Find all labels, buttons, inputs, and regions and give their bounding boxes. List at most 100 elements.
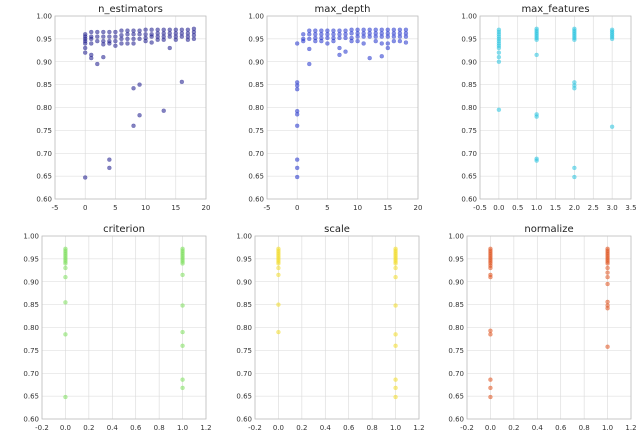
y-tick-label: 1.00 <box>461 13 477 21</box>
y-tick-label: 0.65 <box>236 393 252 401</box>
x-tick-label: 1.0 <box>177 424 188 432</box>
scatter-point <box>63 274 68 280</box>
scatter-point <box>101 42 106 47</box>
scatter-point <box>294 112 300 117</box>
y-tick-label: 0.80 <box>448 324 464 332</box>
scatter-point <box>113 29 118 35</box>
scatter-point <box>131 36 136 42</box>
scatter-point <box>113 38 118 44</box>
scatter-point <box>113 34 118 39</box>
scatter-point <box>367 27 372 32</box>
y-tick-label: 0.85 <box>236 301 252 309</box>
scatter-point <box>95 61 100 67</box>
scatter-point <box>101 34 106 39</box>
scatter-point <box>161 108 166 113</box>
scatter-point <box>95 34 100 39</box>
scatter-point <box>496 45 502 51</box>
scatter-point <box>125 32 130 37</box>
scatter-point <box>143 38 148 44</box>
subplot-title: normalize <box>524 224 573 235</box>
subplot-title: n_estimators <box>98 4 163 15</box>
x-tick-label: 1.2 <box>625 424 636 432</box>
scatter-point <box>63 332 68 337</box>
scatter-point <box>488 332 493 337</box>
scatter-point <box>143 27 148 32</box>
scatter-point <box>393 385 398 391</box>
y-tick-label: 0.60 <box>36 196 52 204</box>
scatter-point <box>572 174 577 180</box>
scatter-point <box>167 45 173 51</box>
scatter-point <box>373 27 378 32</box>
x-tick-label: 1.0 <box>602 424 613 432</box>
y-tick-label: 0.65 <box>248 173 264 181</box>
y-tick-label: 0.70 <box>248 150 264 158</box>
y-tick-label: 0.85 <box>23 301 39 309</box>
scatter-point <box>180 272 185 278</box>
y-tick-label: 1.00 <box>23 233 39 241</box>
y-tick-label: 1.00 <box>236 233 252 241</box>
x-tick-label: -5 <box>52 204 59 212</box>
scatter-point <box>337 45 342 51</box>
y-tick-label: 0.80 <box>461 104 477 112</box>
scatter-point <box>88 55 94 61</box>
x-tick-label: 1.2 <box>413 424 424 432</box>
scatter-point <box>294 41 300 46</box>
scatter-point <box>488 265 493 271</box>
y-tick-label: 0.75 <box>23 347 39 355</box>
scatter-point <box>355 27 360 32</box>
y-tick-label: 0.95 <box>36 35 52 43</box>
x-tick-label: -0.2 <box>248 424 262 432</box>
x-tick-label: 3.0 <box>607 204 618 212</box>
scatter-point <box>609 124 615 129</box>
scatter-point <box>131 32 136 37</box>
y-tick-label: 0.65 <box>23 393 39 401</box>
subplot-n-estimators: -5 0 5 10 15 20 0.60 0.65 0.70 0.75 0.80 0.85 0.90 0.… <box>36 4 210 212</box>
y-tick-label: 0.85 <box>461 81 477 89</box>
scatter-point <box>393 377 398 382</box>
y-tick-label: 1.00 <box>248 13 264 21</box>
plot-frame <box>479 15 632 200</box>
y-tick-label: 0.75 <box>236 347 252 355</box>
scatter-point <box>107 41 112 46</box>
scatter-point <box>397 27 403 32</box>
scatter-point <box>313 32 318 37</box>
scatter-point <box>167 34 173 39</box>
scatter-point <box>496 59 502 64</box>
scatter-point <box>137 28 142 33</box>
scatter-point <box>488 385 493 391</box>
scatter-point <box>337 52 342 58</box>
scatter-point <box>173 27 179 32</box>
scatter-point <box>137 82 142 87</box>
scatter-point <box>107 29 112 35</box>
y-tick-label: 0.65 <box>461 173 477 181</box>
scatter-point <box>379 54 385 59</box>
y-tick-label: 0.85 <box>248 81 264 89</box>
y-tick-label: 0.85 <box>448 301 464 309</box>
y-tick-label: 0.90 <box>248 58 264 66</box>
scatter-point <box>393 394 398 400</box>
scatter-point <box>355 38 360 44</box>
scatter-point <box>294 165 300 171</box>
scatter-point <box>367 34 372 39</box>
y-tick-label: 0.90 <box>236 278 252 286</box>
plot-frame <box>41 235 207 420</box>
scatter-point <box>349 31 354 36</box>
scatter-point <box>496 107 502 113</box>
scatter-point <box>605 261 610 266</box>
scatter-point <box>379 34 385 39</box>
scatter-point <box>307 61 312 67</box>
scatter-point <box>361 34 366 39</box>
scatter-point <box>307 36 312 42</box>
scatter-point <box>319 28 324 33</box>
scatter-point <box>95 38 100 44</box>
x-tick-label: 15 <box>383 204 392 212</box>
scatter-point <box>294 123 300 129</box>
x-tick-label: 20 <box>202 204 211 212</box>
x-tick-label: 3.5 <box>625 204 636 212</box>
scatter-point <box>605 299 610 305</box>
x-tick-label: 1.2 <box>200 424 211 432</box>
scatter-point <box>137 36 142 42</box>
y-tick-label: 0.60 <box>236 416 252 424</box>
scatter-point <box>325 41 330 46</box>
scatter-point <box>180 343 185 349</box>
